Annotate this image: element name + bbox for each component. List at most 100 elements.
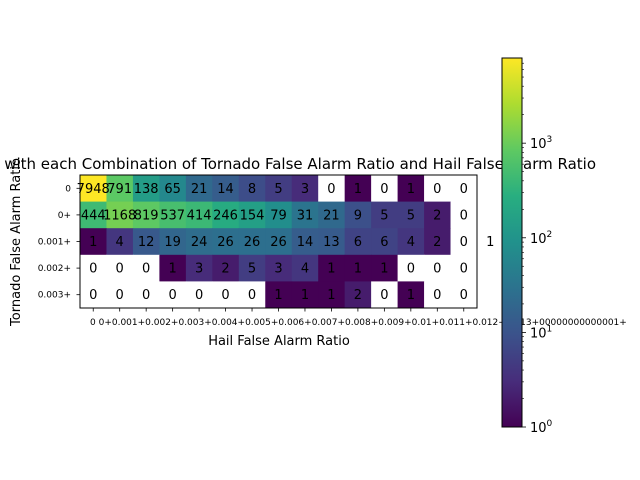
cell-value-label: 0 <box>460 208 468 223</box>
heatmap-cell <box>238 254 266 282</box>
cell-value-label: 8 <box>248 182 256 197</box>
heatmap-cell <box>291 281 319 309</box>
heatmap-cell <box>424 175 451 202</box>
colorbar-tick-label: 102 <box>530 230 552 247</box>
colorbar-frame <box>501 57 523 428</box>
cell-value-label: 444 <box>81 208 106 223</box>
x-axis-ticks <box>92 308 465 312</box>
cell-value-label: 2 <box>433 235 441 250</box>
heatmap-cell <box>397 201 425 229</box>
cell-value-label: 26 <box>270 235 287 250</box>
heatmap-cell <box>344 175 372 202</box>
cell-value-label: 12 <box>138 235 155 250</box>
cell-value-label: 138 <box>134 182 159 197</box>
cell-value-label: 9 <box>354 208 362 223</box>
heatmap-cell <box>291 175 319 202</box>
heatmap-cell <box>185 281 213 309</box>
heatmap-cell <box>212 175 240 202</box>
heatmap-cell <box>80 281 107 309</box>
heatmap-cell <box>450 175 478 202</box>
y-axis-label: Tornado False Alarm Ratio <box>9 158 24 327</box>
y-tick-label: 0.002+ <box>38 264 71 274</box>
heatmap-cell <box>80 201 107 229</box>
heatmap-cell <box>397 281 425 309</box>
cell-value-label: 14 <box>297 235 314 250</box>
cell-value-label: 4 <box>407 235 415 250</box>
y-tick-label: 0.003+ <box>38 291 71 301</box>
heatmap-cell <box>371 175 398 202</box>
cell-value-label: 1 <box>327 262 335 277</box>
cell-value-label: 26 <box>217 235 234 250</box>
cell-value-label: 1 <box>301 288 309 303</box>
colorbar-tick-label: 101 <box>530 324 552 341</box>
cell-value-label: 537 <box>160 208 185 223</box>
cell-value-label: 1168 <box>103 208 136 223</box>
heatmap-cell <box>238 281 266 309</box>
chart-title: Days with each Combination of Tornado Fa… <box>0 155 596 173</box>
cell-value-label: 5 <box>380 208 388 223</box>
heatmap-cell <box>450 281 478 309</box>
cell-value-label: 4 <box>301 262 309 277</box>
cell-value-label: 1 <box>168 262 176 277</box>
cell-value-label: 154 <box>240 208 265 223</box>
cell-value-label: 3 <box>195 262 203 277</box>
heatmap-cell <box>212 281 240 309</box>
heatmap-cell <box>159 175 187 202</box>
cell-value-label: 14 <box>217 182 234 197</box>
colorbar <box>502 58 522 427</box>
cell-value-label: 5 <box>407 208 415 223</box>
heatmap-cell <box>344 281 372 309</box>
cell-value-label: 1 <box>354 262 362 277</box>
heatmap-cell <box>132 201 160 229</box>
cell-value-label: 79 <box>270 208 287 223</box>
heatmap-cell <box>185 228 213 256</box>
heatmap-cell <box>185 175 213 202</box>
heatmap-cell <box>450 254 478 282</box>
cell-value-label: 0 <box>460 182 468 197</box>
heatmap-cell <box>159 281 187 309</box>
cell-value-label: 0 <box>380 182 388 197</box>
cell-value-label: 13 <box>323 235 340 250</box>
heatmap-cell <box>212 228 240 256</box>
cell-value-label: 1 <box>327 288 335 303</box>
heatmap-cell <box>265 201 293 229</box>
cell-value-label: 414 <box>187 208 212 223</box>
heatmap-cell <box>265 281 293 309</box>
heatmap-cell <box>159 228 187 256</box>
heatmap-cell <box>291 201 319 229</box>
cell-value-label: 0 <box>142 288 150 303</box>
cell-value-label: 0 <box>433 288 441 303</box>
heatmap-cell <box>344 201 372 229</box>
cell-value-label: 1 <box>274 288 282 303</box>
heatmap-cell <box>159 254 187 282</box>
cell-value-label: 1 <box>407 288 415 303</box>
heatmap-cell <box>371 281 398 309</box>
cell-value-label: 2 <box>221 262 229 277</box>
cell-value-label: 0 <box>407 262 415 277</box>
cell-value-label: 791 <box>107 182 132 197</box>
cell-value-label: 0 <box>380 288 388 303</box>
cell-value-label: 7948 <box>77 182 110 197</box>
cell-value-label: 0 <box>248 288 256 303</box>
cell-value-label: 3 <box>301 182 309 197</box>
cell-value-label: 1 <box>407 182 415 197</box>
heatmap-cell <box>106 281 134 309</box>
cell-value-label: 1 <box>354 182 362 197</box>
colorbar-ticks: 100 101 102 103 <box>522 62 553 436</box>
heatmap-cell <box>450 201 478 229</box>
cell-value-label: 26 <box>244 235 261 250</box>
cell-value-label: 65 <box>164 182 181 197</box>
heatmap-cell <box>371 254 398 282</box>
heatmap-cell <box>132 175 160 202</box>
cell-value-label: 0 <box>89 288 97 303</box>
heatmap-cell <box>424 201 451 229</box>
heatmap-cell <box>291 228 319 256</box>
y-tick-label: 0 <box>65 184 71 194</box>
cell-value-label: 6 <box>354 235 362 250</box>
cell-value-label: 0 <box>433 182 441 197</box>
heatmap-cell <box>80 254 107 282</box>
cell-value-label: 0 <box>433 262 441 277</box>
cell-value-label: 0 <box>221 288 229 303</box>
